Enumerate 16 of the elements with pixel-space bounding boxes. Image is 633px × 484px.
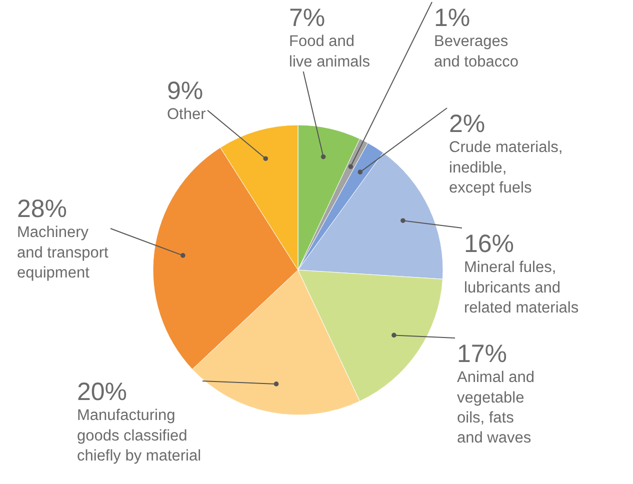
slice-label: Mineral fules, lubricants and related materials <box>464 259 579 316</box>
data-label: 28% <box>17 195 68 223</box>
slice-label: Other <box>167 106 206 124</box>
data-label: 7% <box>289 4 326 32</box>
slice-label: Machinery and transport equipment <box>17 224 110 282</box>
data-label: 20% <box>77 378 128 406</box>
data-label: 1% <box>434 4 470 32</box>
data-label: 2% <box>449 110 486 138</box>
slice-label: Food and live animals <box>289 33 370 70</box>
data-label: 9% <box>167 77 204 105</box>
slice-label: Crude materials, inedible, except fuels <box>449 139 563 196</box>
slice-label: Manufacturing goods classified chiefly by material <box>77 407 202 464</box>
data-label: 17% <box>457 340 508 368</box>
slice-label: Beverages and tobacco <box>434 33 518 70</box>
data-label: 16% <box>464 230 514 258</box>
slice-label: Animal and vegetable oils, fats and waves <box>457 369 535 447</box>
